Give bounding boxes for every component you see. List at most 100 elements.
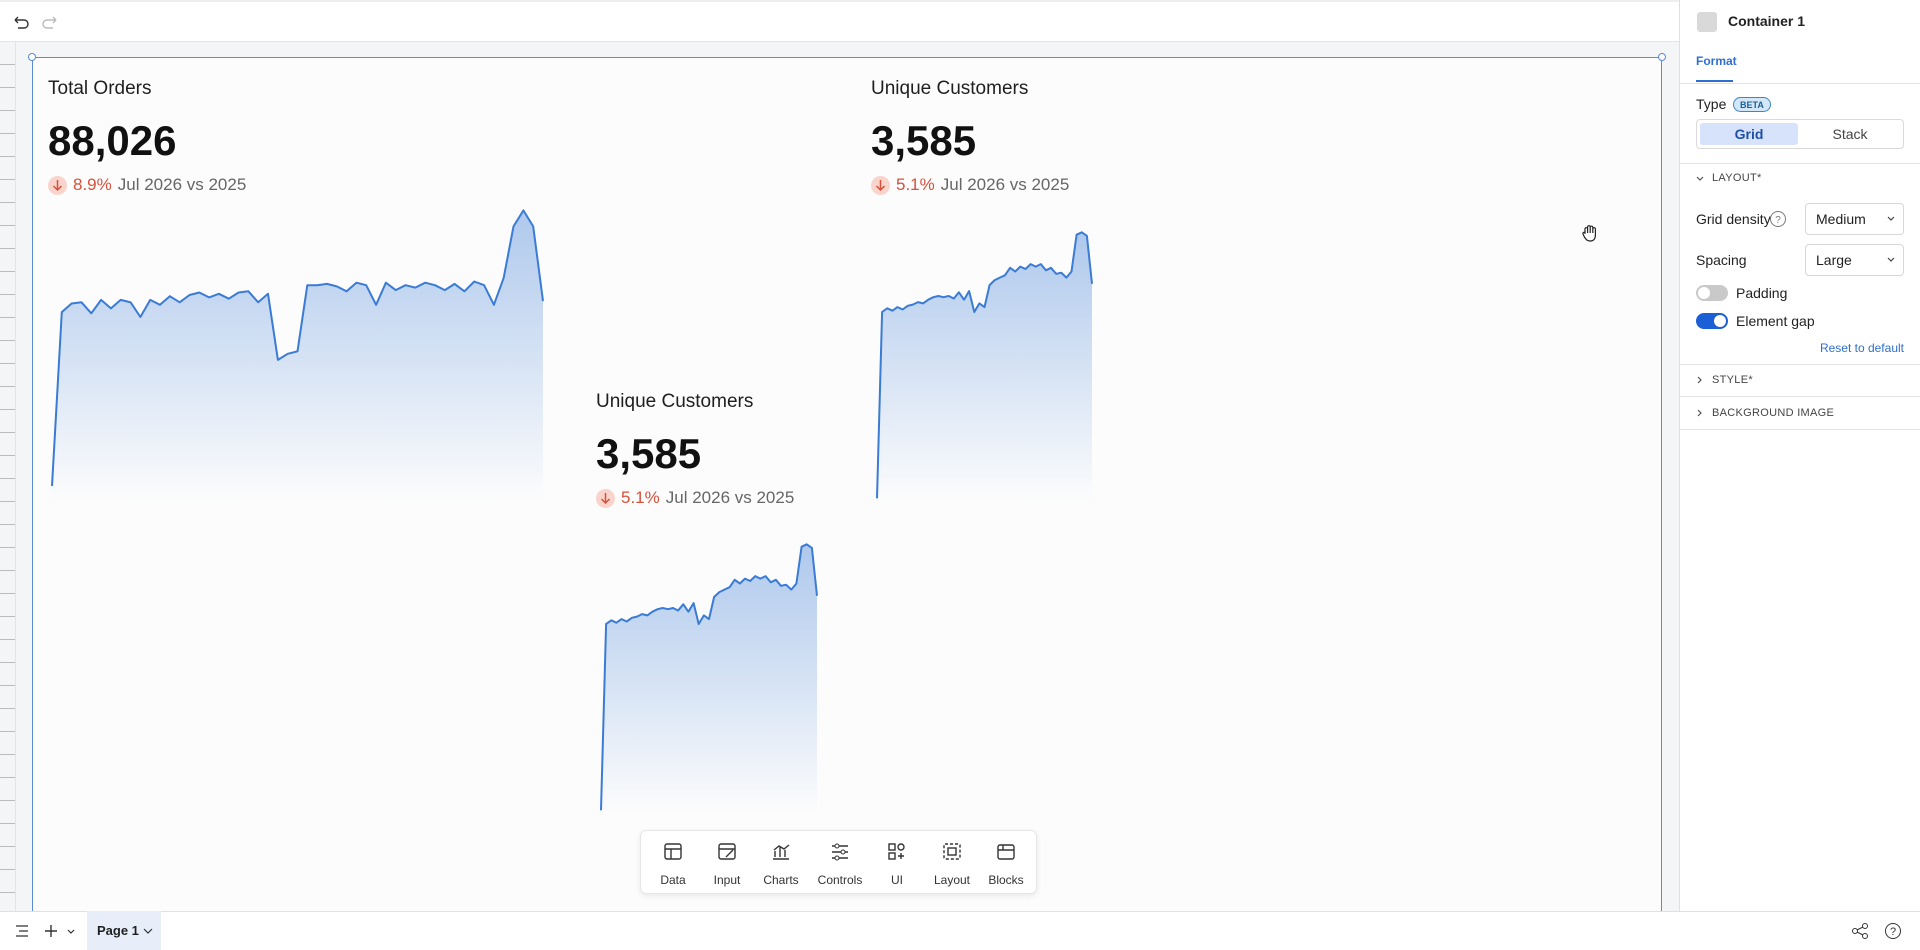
reset-link[interactable]: Reset to default xyxy=(1819,341,1904,355)
divider xyxy=(1680,83,1920,84)
toolbar-item[interactable]: Charts xyxy=(751,841,811,887)
toolbar-item[interactable]: Blocks xyxy=(976,841,1036,887)
sparkline-line xyxy=(51,209,544,487)
undo-redo[interactable] xyxy=(12,13,62,31)
footer-right-icons[interactable]: ? xyxy=(1850,922,1912,940)
toolbar-label: Input xyxy=(713,873,741,887)
toolbar-icon xyxy=(664,843,682,860)
kpi-delta: 5.1% Jul 2026 vs 2025 xyxy=(596,487,794,509)
chevron xyxy=(1696,176,1704,181)
delta-pct: 5.1% xyxy=(896,175,935,194)
kpi-value: 3,585 xyxy=(596,430,702,477)
panel-title: Container 1 xyxy=(1728,13,1806,29)
kpi-delta: 5.1% Jul 2026 vs 2025 xyxy=(871,174,1069,196)
kpi-value: 88,026 xyxy=(48,117,177,164)
chevron xyxy=(1887,216,1895,221)
toolbar-icon xyxy=(997,844,1015,860)
down-badge xyxy=(871,175,890,195)
sparkline xyxy=(51,209,544,502)
toolbar-item[interactable]: Layout xyxy=(922,841,982,887)
toolbar-icon xyxy=(773,844,790,860)
divider xyxy=(1680,429,1920,430)
dropdown[interactable]: Medium xyxy=(1805,203,1904,235)
toolbar-label: Blocks xyxy=(988,873,1024,887)
delta-period: Jul 2026 vs 2025 xyxy=(665,488,795,507)
dropdown-value: Medium xyxy=(1816,211,1866,227)
page-name: Page 1 xyxy=(97,923,139,938)
sparkline-line xyxy=(600,543,818,811)
toolbar-item[interactable]: Input xyxy=(697,841,757,887)
kpi-value: 3,585 xyxy=(871,117,977,164)
delta-period: Jul 2026 vs 2025 xyxy=(940,175,1070,194)
help-icon[interactable]: ? xyxy=(1769,210,1787,228)
hand-cursor xyxy=(1582,225,1596,242)
kpi-title: Unique Customers xyxy=(596,391,754,412)
sparkline-area xyxy=(52,210,543,502)
down-badge xyxy=(48,175,67,195)
field-label: Grid density xyxy=(1696,211,1771,227)
field-label: Spacing xyxy=(1696,252,1747,268)
sparkline xyxy=(876,231,1093,503)
tab-underline xyxy=(1696,80,1733,82)
toolbar-icon xyxy=(718,843,736,860)
segment[interactable]: Grid xyxy=(1700,123,1798,145)
toolbar-item[interactable]: Data xyxy=(643,841,703,887)
handle[interactable] xyxy=(28,53,36,61)
footer xyxy=(0,911,1920,950)
kpi-widget[interactable]: Total Orders 88,026 8.9% Jul 2026 vs 202… xyxy=(48,78,548,208)
toolbar-label: Charts xyxy=(763,873,799,887)
kpi-widget[interactable]: Unique Customers 3,585 5.1% Jul 2026 vs … xyxy=(871,78,1171,208)
toolbar-label: Layout xyxy=(933,873,971,887)
delta-pct: 5.1% xyxy=(621,488,660,507)
section-title[interactable]: STYLE* xyxy=(1712,374,1753,386)
divider xyxy=(1680,364,1920,365)
dropdown-value: Large xyxy=(1816,252,1852,268)
toolbar-label: Data xyxy=(660,873,686,887)
segment[interactable]: Stack xyxy=(1832,126,1868,142)
chevron xyxy=(1697,409,1702,417)
kpi-delta: 8.9% Jul 2026 vs 2025 xyxy=(48,174,246,196)
toggle-label: Padding xyxy=(1736,285,1788,301)
down-badge xyxy=(596,488,615,508)
toggle[interactable] xyxy=(1696,285,1728,301)
divider xyxy=(1680,396,1920,397)
kpi-widget[interactable]: Unique Customers 3,585 5.1% Jul 2026 vs … xyxy=(596,391,896,521)
delta-pct: 8.9% xyxy=(73,175,112,194)
type-label: Type xyxy=(1696,96,1727,112)
section-title[interactable]: LAYOUT* xyxy=(1712,172,1762,184)
insert-toolbar: Data Input Charts Controls UI Layout Blocks xyxy=(640,830,1037,894)
format-tab[interactable]: Format xyxy=(1696,54,1737,68)
toolbar-item[interactable]: Controls xyxy=(810,841,870,887)
chevron xyxy=(1887,257,1895,262)
toolbar-icon xyxy=(832,843,848,861)
handle[interactable] xyxy=(1658,53,1666,61)
sparkline xyxy=(600,543,818,814)
format-panel xyxy=(1679,0,1920,911)
sparkline-area xyxy=(601,544,817,814)
footer-icons[interactable] xyxy=(14,923,94,939)
type-segmented: Grid Stack xyxy=(1696,119,1904,149)
toolbar-icon xyxy=(888,843,905,860)
kpi-title: Unique Customers xyxy=(871,78,1029,99)
chevron xyxy=(1697,376,1702,384)
ruler xyxy=(0,42,16,911)
kpi-title: Total Orders xyxy=(48,78,152,99)
page-tab[interactable] xyxy=(87,911,161,950)
toggle-label: Element gap xyxy=(1736,313,1815,329)
divider xyxy=(1680,163,1920,164)
toolbar-label: UI xyxy=(891,873,903,887)
toolbar-item[interactable]: UI xyxy=(867,841,927,887)
top-bar xyxy=(0,0,1679,42)
toolbar-icon xyxy=(943,843,961,860)
section-title[interactable]: BACKGROUND IMAGE xyxy=(1712,407,1835,419)
container-icon xyxy=(1697,12,1717,32)
delta-period: Jul 2026 vs 2025 xyxy=(117,175,247,194)
toggle[interactable] xyxy=(1696,313,1728,329)
toolbar-label: Controls xyxy=(817,873,863,887)
svg-text:?: ? xyxy=(1890,926,1896,938)
dropdown[interactable]: Large xyxy=(1805,244,1904,276)
sparkline-area xyxy=(877,232,1092,503)
chevron xyxy=(143,928,153,934)
svg-text:?: ? xyxy=(1775,215,1781,226)
